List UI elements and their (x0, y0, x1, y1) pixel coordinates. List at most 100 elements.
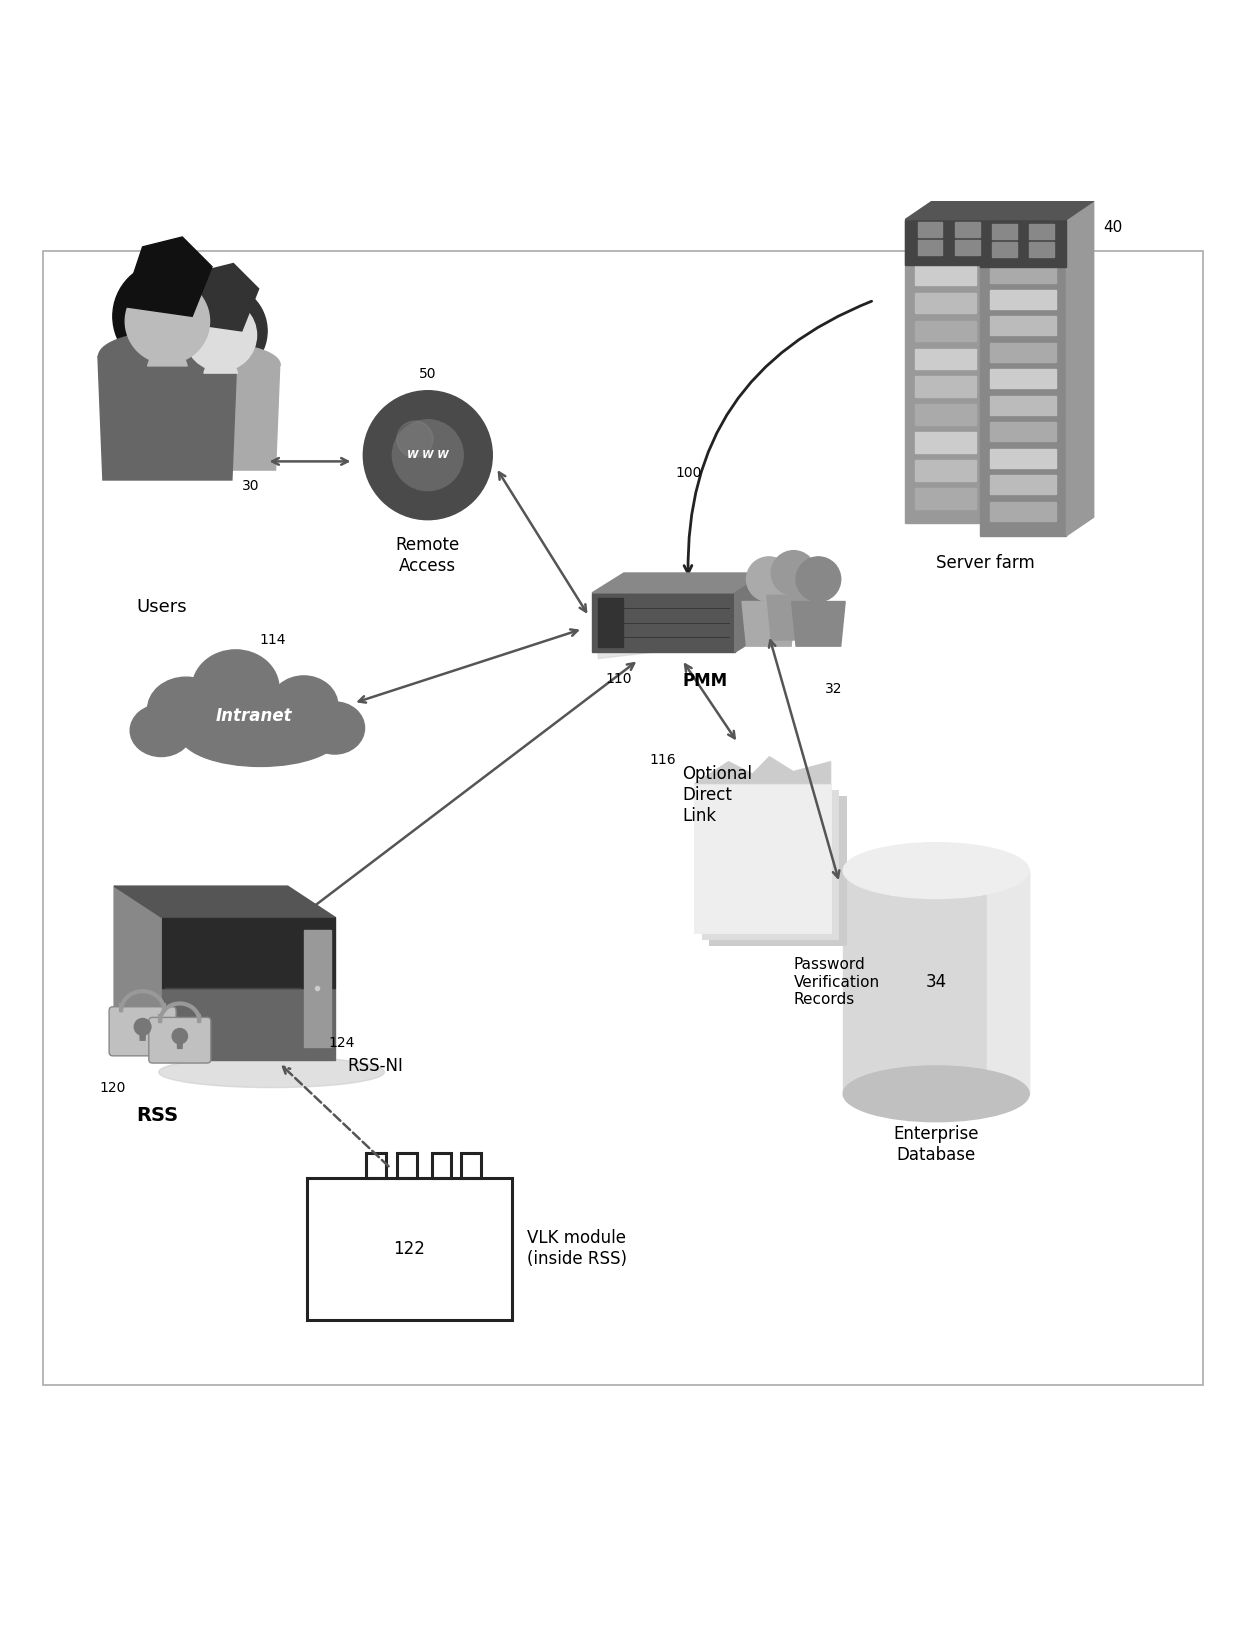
Text: 50: 50 (419, 366, 436, 381)
Polygon shape (98, 356, 237, 479)
Polygon shape (742, 601, 796, 647)
Circle shape (363, 391, 492, 519)
Polygon shape (1066, 200, 1094, 535)
Polygon shape (593, 573, 766, 593)
Polygon shape (148, 351, 187, 366)
Polygon shape (915, 460, 976, 481)
Polygon shape (304, 929, 331, 1048)
Ellipse shape (159, 1056, 384, 1087)
Polygon shape (915, 488, 976, 509)
Text: Remote
Access: Remote Access (396, 535, 460, 575)
Circle shape (172, 1028, 187, 1044)
Polygon shape (1029, 243, 1054, 258)
Text: 116: 116 (650, 752, 676, 767)
Polygon shape (990, 236, 1056, 256)
Ellipse shape (305, 703, 365, 754)
Text: RSS-NI: RSS-NI (347, 1056, 403, 1074)
Text: 122: 122 (393, 1240, 425, 1258)
Polygon shape (161, 365, 280, 470)
Circle shape (392, 420, 464, 491)
Polygon shape (177, 1036, 182, 1048)
Polygon shape (986, 200, 1013, 524)
Text: 34: 34 (925, 974, 947, 992)
Polygon shape (203, 361, 238, 373)
Polygon shape (980, 200, 1094, 220)
Polygon shape (593, 593, 734, 652)
Text: 110: 110 (606, 672, 632, 686)
Polygon shape (915, 432, 976, 453)
Polygon shape (702, 790, 838, 939)
Ellipse shape (130, 704, 192, 757)
Text: Enterprise
Database: Enterprise Database (894, 1125, 978, 1164)
Text: 114: 114 (259, 634, 286, 647)
Polygon shape (955, 222, 980, 236)
Polygon shape (905, 220, 986, 524)
Polygon shape (915, 376, 976, 397)
Text: Optional
Direct
Link: Optional Direct Link (682, 765, 751, 824)
Polygon shape (990, 448, 1056, 468)
Polygon shape (915, 348, 976, 369)
Polygon shape (990, 263, 1056, 282)
Polygon shape (992, 223, 1017, 238)
Polygon shape (694, 757, 831, 783)
Text: 124: 124 (329, 1036, 355, 1049)
Circle shape (771, 550, 816, 596)
Polygon shape (905, 200, 1013, 220)
Polygon shape (915, 292, 976, 314)
Polygon shape (114, 887, 161, 1059)
Polygon shape (992, 243, 1017, 258)
Text: Users: Users (136, 598, 186, 616)
Polygon shape (990, 502, 1056, 521)
Polygon shape (915, 236, 976, 258)
Polygon shape (140, 1026, 145, 1041)
Polygon shape (987, 870, 1029, 1094)
Polygon shape (990, 369, 1056, 389)
Ellipse shape (180, 703, 341, 767)
Text: VLK module
(inside RSS): VLK module (inside RSS) (527, 1230, 627, 1268)
Ellipse shape (270, 677, 337, 736)
Circle shape (746, 557, 791, 601)
Polygon shape (990, 291, 1056, 309)
Polygon shape (980, 220, 1066, 268)
Text: 100: 100 (676, 466, 702, 479)
Polygon shape (918, 240, 942, 255)
Polygon shape (990, 422, 1056, 442)
Text: 32: 32 (825, 681, 842, 696)
FancyBboxPatch shape (43, 251, 1203, 1386)
Text: 120: 120 (99, 1082, 125, 1095)
Circle shape (185, 299, 257, 371)
Polygon shape (709, 796, 846, 946)
Polygon shape (1029, 223, 1054, 238)
Polygon shape (905, 200, 1013, 220)
Polygon shape (599, 598, 624, 647)
Polygon shape (161, 918, 335, 988)
Polygon shape (915, 404, 976, 425)
FancyBboxPatch shape (109, 1007, 176, 1056)
Polygon shape (123, 236, 212, 317)
Polygon shape (905, 220, 986, 264)
Polygon shape (990, 317, 1056, 335)
Text: 40: 40 (1104, 220, 1123, 235)
Polygon shape (843, 870, 1029, 1094)
Ellipse shape (843, 1066, 1029, 1121)
Polygon shape (791, 601, 846, 647)
Circle shape (796, 557, 841, 601)
Polygon shape (114, 887, 335, 918)
Polygon shape (766, 596, 821, 640)
Ellipse shape (148, 677, 224, 742)
Polygon shape (955, 240, 980, 255)
Polygon shape (694, 783, 831, 933)
Text: RSS: RSS (136, 1107, 179, 1125)
Text: PMM: PMM (682, 672, 727, 690)
Circle shape (175, 284, 267, 378)
Polygon shape (990, 396, 1056, 415)
Polygon shape (980, 220, 1066, 535)
Polygon shape (182, 263, 259, 332)
FancyBboxPatch shape (149, 1018, 211, 1062)
Polygon shape (990, 343, 1056, 361)
Polygon shape (734, 573, 766, 652)
Circle shape (125, 279, 210, 363)
Ellipse shape (192, 650, 279, 727)
Polygon shape (161, 988, 335, 1059)
Circle shape (113, 261, 222, 371)
